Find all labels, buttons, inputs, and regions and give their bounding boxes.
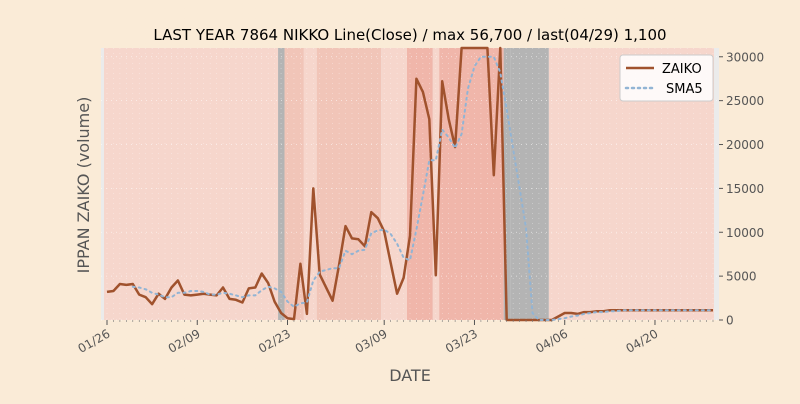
y-tick-label: 5000 bbox=[726, 270, 757, 284]
legend-zaiko-label: ZAIKO bbox=[662, 62, 702, 77]
background-band bbox=[510, 48, 549, 320]
y-axis-label: IPPAN ZAIKO (volume) bbox=[74, 97, 93, 274]
chart-title: LAST YEAR 7864 NIKKO Line(Close) / max 5… bbox=[153, 26, 666, 44]
y-tick-label: 20000 bbox=[726, 138, 764, 152]
series-line-sma5 bbox=[131, 55, 714, 321]
y-tick-label: 30000 bbox=[726, 50, 764, 64]
series-lines bbox=[106, 46, 714, 322]
y-tick-label: 0 bbox=[726, 314, 734, 328]
y-tick-label: 10000 bbox=[726, 226, 764, 240]
y-tick-label: 25000 bbox=[726, 94, 764, 108]
background-band bbox=[439, 48, 504, 320]
legend-box bbox=[619, 54, 714, 102]
legend-sma5-label: SMA5 bbox=[666, 82, 703, 97]
legend: ZAIKO SMA5 bbox=[619, 54, 714, 102]
background-band bbox=[303, 48, 317, 320]
y-tick-label: 15000 bbox=[726, 182, 764, 196]
x-axis-label: DATE bbox=[389, 366, 431, 385]
background-band bbox=[316, 48, 382, 320]
